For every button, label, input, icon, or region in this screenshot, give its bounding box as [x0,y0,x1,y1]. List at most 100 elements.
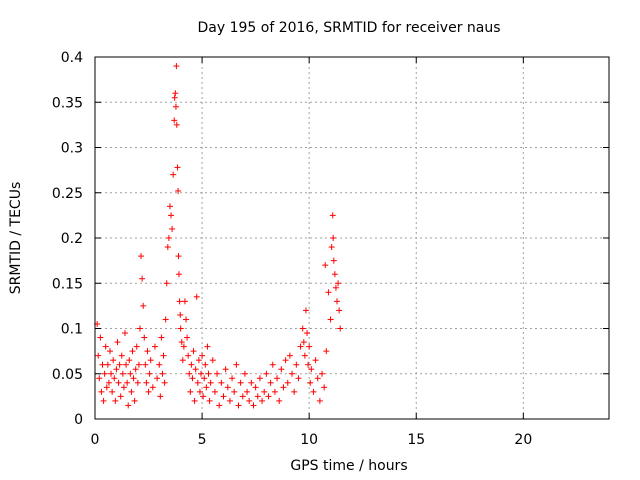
data-point [203,384,210,391]
data-point [199,352,206,359]
data-point [269,361,276,368]
data-point [180,343,187,350]
data-point [126,357,133,364]
data-point [323,348,330,355]
data-point [181,298,188,305]
data-point [295,375,302,382]
data-point [299,325,306,332]
data-point [108,370,115,377]
data-point [293,361,300,368]
data-point [271,388,278,395]
data-point [135,361,142,368]
data-point [261,388,268,395]
data-point [306,343,313,350]
data-point [139,275,146,282]
data-point [132,366,139,373]
data-point [144,348,151,355]
data-point [97,334,104,341]
data-point [330,257,337,264]
data-point [325,289,332,296]
y-tick-label: 0.15 [52,276,83,292]
data-point [131,397,138,404]
data-point [128,388,135,395]
data-point [184,334,191,341]
data-point [188,361,195,368]
data-point [332,284,339,291]
data-point [173,121,180,128]
data-point [335,280,342,287]
data-point [312,357,319,364]
data-point [224,384,231,391]
data-point [196,388,203,395]
data-point [189,375,196,382]
data-point [100,397,107,404]
data-point [220,393,227,400]
data-point [176,298,183,305]
y-tick-label: 0.05 [52,367,83,383]
data-point [172,90,179,97]
x-tick-label: 0 [91,432,100,448]
plot-frame [94,56,610,420]
data-point [170,171,177,178]
data-point [136,325,143,332]
data-point [207,379,214,386]
data-point [193,293,200,300]
axis-ticks: 0 0.05 0.1 0.15 0.2 0.25 0.3 0.35 0.4 0 5 10 15 20 [52,50,609,448]
data-point [121,330,128,337]
y-tick-label: 0.1 [61,322,83,338]
data-point [172,103,179,110]
data-point [99,361,106,368]
data-point [175,271,182,278]
data-point [319,370,326,377]
data-point [159,370,166,377]
y-tick-label: 0.4 [61,50,83,66]
x-tick-label: 20 [514,432,532,448]
data-point [254,393,261,400]
data-point [192,366,199,373]
data-point [129,348,136,355]
data-point [115,379,122,386]
data-point [187,388,194,395]
data-point [149,384,156,391]
data-point [209,357,216,364]
data-point [134,379,141,386]
data-point [96,375,103,382]
data-point [190,348,197,355]
data-point [233,361,240,368]
data-point [103,384,110,391]
data-point [282,357,289,364]
data-point [105,379,112,386]
data-point [160,352,167,359]
data-points [94,63,344,409]
data-point [177,325,184,332]
data-point [259,397,266,404]
y-tick-label: 0.25 [52,186,83,202]
data-point [336,307,343,314]
data-point [123,361,130,368]
data-point [214,370,221,377]
data-point [194,379,201,386]
data-point [169,225,176,232]
data-point [162,316,169,323]
data-point [130,375,137,382]
data-point [118,352,125,359]
data-point [308,366,315,373]
data-point [322,262,329,269]
data-point [120,384,127,391]
x-tick-label: 10 [300,432,318,448]
data-point [301,352,308,359]
data-point [164,244,171,251]
y-tick-label: 0 [74,412,83,428]
data-point [178,339,185,346]
data-point [278,366,285,373]
data-point [195,357,202,364]
data-point [246,397,253,404]
data-point [112,397,119,404]
data-point [314,375,321,382]
data-point [142,361,149,368]
data-point [127,370,134,377]
data-point [191,397,198,404]
data-point [165,235,172,241]
data-point [110,357,117,364]
